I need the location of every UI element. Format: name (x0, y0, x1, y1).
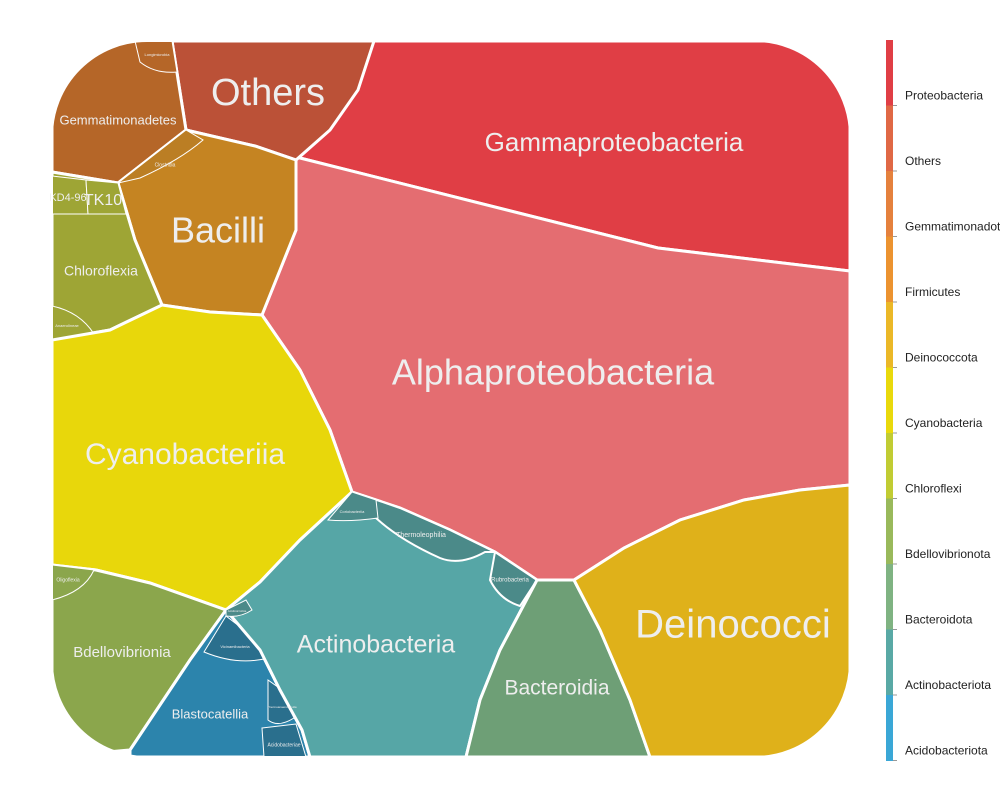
label-clostridia: Clostridia (155, 162, 176, 168)
cell-coriobacteriia[interactable] (326, 491, 379, 522)
cell-acidimicrobiia[interactable] (225, 599, 253, 617)
cell-clostridia[interactable] (117, 129, 204, 184)
label-blastocatellia: Blastocatellia (172, 706, 249, 721)
legend-swatch (886, 564, 893, 630)
label-cyanobacteriia: Cyanobacteriia (85, 438, 285, 471)
label-acidobacteriae: Acidobacteriae (267, 742, 300, 748)
label-thermoleophilia: Thermoleophilia (396, 532, 446, 539)
label-bacilli: Bacilli (171, 210, 265, 251)
legend-colorbar (886, 40, 893, 761)
cell-tk10[interactable] (85, 179, 127, 215)
legend-entry-label: Firmicutes (905, 285, 960, 299)
label-actinobacteria: Actinobacteria (297, 631, 456, 659)
cell-thermoleophilia[interactable] (363, 494, 496, 562)
label-deinococci: Deinococci (635, 603, 831, 647)
legend-swatch (886, 629, 893, 696)
label-alphaproteobacteria: Alphaproteobacteria (392, 352, 715, 393)
treemap-cells (52, 41, 850, 757)
legend-swatch (886, 433, 893, 499)
label-gemmatimonadetes: Gemmatimonadetes (59, 112, 177, 127)
legend-swatch (886, 367, 893, 434)
legend-entry-label: Proteobacteria (905, 89, 983, 103)
label-rubrobacteria: Rubrobacteria (491, 578, 529, 584)
legend-swatch (886, 302, 893, 368)
label-oligoflexia: Oligoflexia (56, 577, 80, 583)
legend-swatch (886, 40, 893, 106)
label-gammaproteobacteria: Gammaproteobacteria (485, 127, 744, 157)
legend-entry-label: Deinococcota (905, 351, 978, 365)
legend-entry-label: Chloroflexi (905, 482, 962, 496)
label-others: Others (211, 72, 325, 114)
label-anaerolineae: Anaerolineae (55, 323, 79, 328)
label-longimicrobia: Longimicrobia (145, 52, 171, 57)
legend-swatch (886, 695, 893, 761)
legend: Proteobacteria Others Gemmatimonadota Firmi… (886, 40, 1000, 761)
cell-rubrobacteria[interactable] (488, 550, 539, 608)
label-coriobacteriia: Coriobacteriia (340, 509, 365, 514)
label-acidimicrobiia: Acidimicrobiia (228, 609, 247, 613)
cell-acidobacteriae[interactable] (261, 723, 307, 757)
cell-longimicrobia[interactable] (134, 41, 178, 73)
legend-swatch (886, 498, 893, 565)
treemap-frame (51, 40, 851, 758)
label-vicinamibacteria: Vicinamibacteria (220, 644, 250, 649)
legend-entry-label: Cyanobacteria (905, 416, 983, 430)
legend-swatch (886, 236, 893, 303)
label-chloroflexia: Chloroflexia (64, 263, 138, 279)
label-thermoanaerobaculia: Thermoanaerobaculia (267, 705, 297, 709)
cell-deinococci[interactable] (572, 483, 850, 757)
label-tk10: TK10 (84, 192, 122, 209)
legend-swatch (886, 105, 893, 172)
label-bdellovibrionia: Bdellovibrionia (73, 644, 171, 661)
legend-entry-label: Acidobacteriota (905, 744, 988, 758)
label-bacteroidia: Bacteroidia (504, 677, 609, 700)
legend-entry-label: Others (905, 154, 941, 168)
label-kd4-96: KD4-96 (49, 192, 86, 204)
legend-swatch (886, 171, 893, 237)
legend-entry-label: Actinobacteriota (905, 678, 991, 692)
legend-entry-label: Gemmatimonadota (905, 220, 1000, 234)
legend-entry-label: Bacteroidota (905, 613, 973, 627)
legend-entry-label: Bdellovibrionota (905, 547, 991, 561)
cell-labels: Gammaproteobacteria Alphaproteobacteria … (49, 52, 830, 748)
